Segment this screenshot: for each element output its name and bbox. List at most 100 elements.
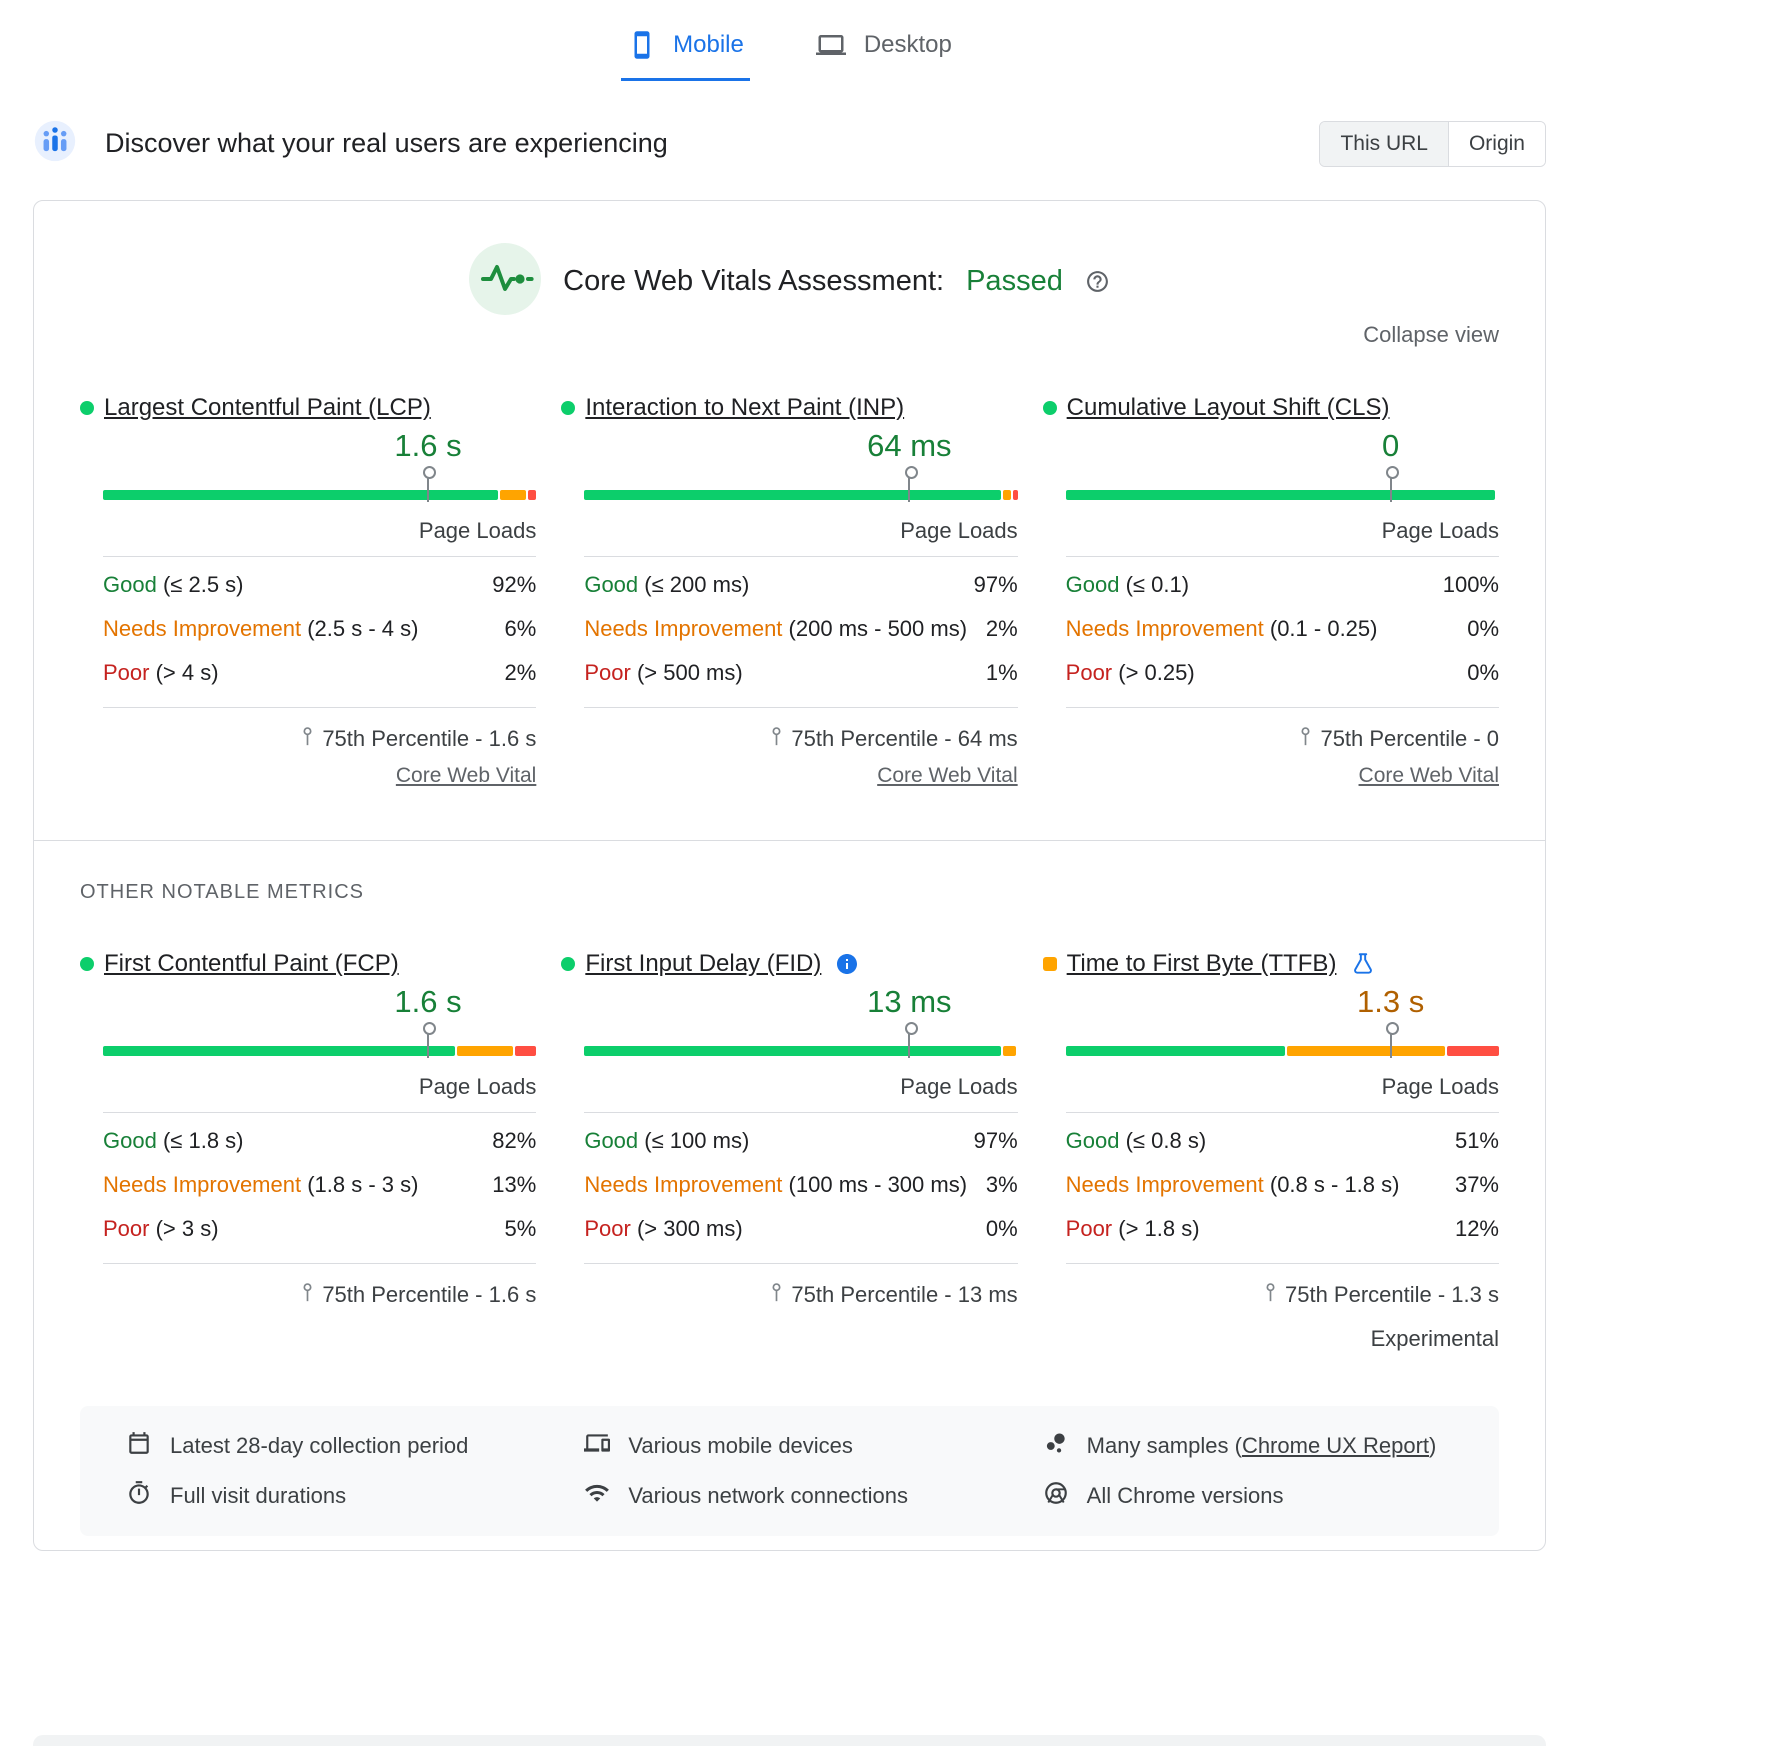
network-icon	[584, 1480, 610, 1512]
metric-inp-link[interactable]: Interaction to Next Paint (INP)	[585, 394, 905, 421]
good-segment	[103, 1046, 456, 1056]
metric-fid-link[interactable]: First Input Delay (FID)	[585, 950, 822, 977]
percentile-row: 75th Percentile - 1.6 s	[103, 726, 536, 752]
good-row: Good (≤ 1.8 s) 82%	[103, 1128, 537, 1153]
metric-lcp: Largest Contentful Paint (LCP) 1.6 s Pag…	[80, 394, 537, 788]
metric-cls: Cumulative Layout Shift (CLS) 0 Page Loa…	[1042, 394, 1499, 788]
poor-row: Poor (> 3 s) 5%	[103, 1216, 537, 1241]
poor-segment	[514, 1046, 537, 1056]
needs-improvement-segment	[1286, 1046, 1446, 1056]
page-loads-label: Page Loads	[1065, 1060, 1499, 1113]
origin-button[interactable]: Origin	[1448, 121, 1545, 166]
page-loads-label: Page Loads	[1065, 504, 1499, 557]
good-status-dot	[80, 957, 94, 971]
poor-row: Poor (> 500 ms) 1%	[584, 660, 1018, 685]
distribution-bar	[103, 466, 537, 502]
cls-value: 0	[1382, 428, 1400, 463]
tab-mobile[interactable]: Mobile	[621, 24, 750, 81]
inp-value: 64 ms	[867, 428, 952, 463]
poor-segment	[1447, 1046, 1499, 1056]
meta-column-1: Latest 28-day collection period Full vis…	[126, 1430, 536, 1512]
field-data-card: Core Web Vitals Assessment: Passed Colla…	[33, 200, 1546, 1551]
field-data-icon	[33, 119, 77, 168]
needs-improvement-segment	[500, 490, 526, 500]
poor-row: Poor (> 1.8 s) 12%	[1065, 1216, 1499, 1241]
page-loads-label: Page Loads	[584, 1060, 1018, 1113]
distribution-table: Good (≤ 100 ms) 97% Needs Improvement (1…	[584, 1113, 1018, 1264]
core-web-vital-link[interactable]: Core Web Vital	[395, 764, 537, 787]
core-web-vital-link[interactable]: Core Web Vital	[877, 764, 1018, 787]
assessment-title: Core Web Vitals Assessment:	[563, 265, 945, 297]
page-loads-label: Page Loads	[103, 1060, 537, 1113]
visit-durations-item: Full visit durations	[126, 1480, 536, 1512]
percentile-row: 75th Percentile - 0	[1066, 726, 1499, 752]
good-row: Good (≤ 100 ms) 97%	[584, 1128, 1018, 1153]
needs-improvement-row: Needs Improvement (2.5 s - 4 s) 6%	[103, 616, 537, 641]
field-data-header: Discover what your real users are experi…	[33, 119, 1546, 168]
distribution-table: Good (≤ 0.1) 100% Needs Improvement (0.1…	[1065, 557, 1499, 708]
percentile-row: 75th Percentile - 64 ms	[584, 726, 1018, 752]
good-row: Good (≤ 2.5 s) 92%	[103, 572, 537, 597]
collapse-view-link[interactable]: Collapse view	[1363, 322, 1499, 347]
chrome-icon	[1043, 1480, 1069, 1512]
distribution-bar	[1065, 466, 1499, 502]
metric-cls-link[interactable]: Cumulative Layout Shift (CLS)	[1066, 394, 1390, 421]
fid-value: 13 ms	[867, 984, 952, 1019]
distribution-table: Good (≤ 200 ms) 97% Needs Improvement (2…	[584, 557, 1018, 708]
poor-segment	[527, 490, 537, 500]
good-status-dot	[80, 401, 94, 415]
needs-improvement-segment	[1002, 490, 1012, 500]
info-icon[interactable]	[835, 952, 859, 976]
this-url-button[interactable]: This URL	[1320, 121, 1449, 166]
device-tabbar: Mobile Desktop	[33, 0, 1546, 81]
experimental-label: Experimental	[1370, 1326, 1499, 1351]
tab-desktop-label: Desktop	[863, 31, 952, 58]
other-metrics-grid: First Contentful Paint (FCP) 1.6 s Page …	[80, 950, 1499, 1352]
field-data-page: Mobile Desktop Discover what your real u…	[33, 0, 1546, 1746]
chrome-versions-item: All Chrome versions	[1043, 1480, 1453, 1512]
good-row: Good (≤ 200 ms) 97%	[584, 572, 1018, 597]
cwv-assessment-header: Core Web Vitals Assessment: Passed	[80, 243, 1499, 320]
page-loads-label: Page Loads	[584, 504, 1018, 557]
metric-fcp-link[interactable]: First Contentful Paint (FCP)	[104, 950, 399, 977]
percentile-pin-icon	[771, 1282, 782, 1308]
distribution-table: Good (≤ 1.8 s) 82% Needs Improvement (1.…	[103, 1113, 537, 1264]
needs-improvement-row: Needs Improvement (100 ms - 300 ms) 3%	[584, 1172, 1018, 1197]
metric-fcp: First Contentful Paint (FCP) 1.6 s Page …	[80, 950, 537, 1352]
many-samples-item: Many samples (Chrome UX Report)	[1043, 1430, 1453, 1462]
tab-desktop[interactable]: Desktop	[808, 24, 958, 81]
fcp-distribution-chart: 1.6 s	[103, 982, 537, 1060]
chrome-ux-report-link[interactable]: Chrome UX Report	[1241, 1433, 1430, 1458]
ttfb-value: 1.3 s	[1357, 984, 1425, 1019]
metric-ttfb-link[interactable]: Time to First Byte (TTFB)	[1066, 950, 1337, 977]
lcp-value: 1.6 s	[394, 428, 462, 463]
percentile-pin-icon	[302, 1282, 313, 1308]
distribution-bar	[584, 1022, 1017, 1058]
good-row: Good (≤ 0.1) 100%	[1065, 572, 1499, 597]
meta-column-3: Many samples (Chrome UX Report) All Chro…	[1043, 1430, 1453, 1512]
devices-icon	[584, 1430, 611, 1462]
desktop-icon	[814, 30, 848, 60]
good-segment	[584, 490, 1001, 500]
other-metrics-label: OTHER NOTABLE METRICS	[80, 881, 364, 903]
needs-improvement-row: Needs Improvement (1.8 s - 3 s) 13%	[103, 1172, 537, 1197]
needs-improvement-segment	[457, 1046, 513, 1056]
needs-improvement-row: Needs Improvement (200 ms - 500 ms) 2%	[584, 616, 1018, 641]
poor-row: Poor (> 0.25) 0%	[1065, 660, 1499, 685]
inp-distribution-chart: 64 ms	[584, 426, 1018, 504]
poor-row: Poor (> 4 s) 2%	[103, 660, 537, 685]
network-connections-item: Various network connections	[584, 1480, 994, 1512]
flask-icon[interactable]	[1350, 951, 1376, 977]
core-metrics-grid: Largest Contentful Paint (LCP) 1.6 s Pag…	[80, 394, 1499, 788]
section-divider	[34, 840, 1545, 841]
percentile-row: 75th Percentile - 13 ms	[584, 1282, 1018, 1308]
percentile-marker	[1386, 1022, 1400, 1058]
good-status-dot	[1042, 401, 1057, 415]
metric-lcp-link[interactable]: Largest Contentful Paint (LCP)	[104, 394, 431, 421]
core-web-vital-link[interactable]: Core Web Vital	[1358, 764, 1499, 787]
scope-toggle: This URL Origin	[1319, 120, 1546, 167]
distribution-table: Good (≤ 2.5 s) 92% Needs Improvement (2.…	[103, 557, 537, 708]
help-icon[interactable]	[1085, 269, 1110, 294]
ttfb-distribution-chart: 1.3 s	[1065, 982, 1499, 1060]
pulse-icon	[469, 243, 542, 320]
